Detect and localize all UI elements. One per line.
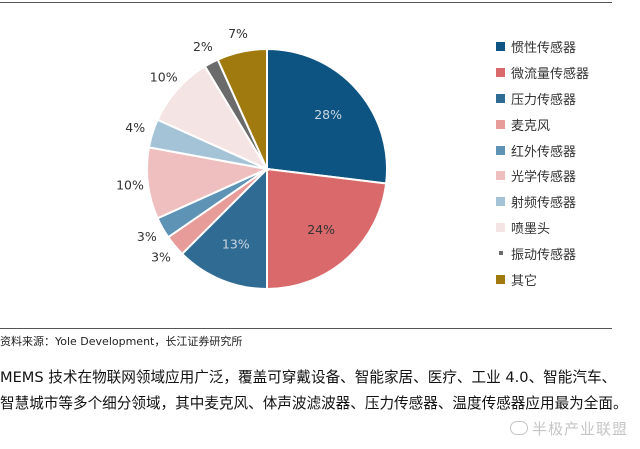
wechat-icon <box>509 421 528 435</box>
legend-label: 振动传感器 <box>511 247 577 263</box>
top-rule <box>0 2 612 3</box>
pie-label-5: 3% <box>137 229 157 244</box>
pie-label-10: 7% <box>228 26 248 41</box>
legend-item: 光学传感器 <box>496 163 589 189</box>
legend-swatch <box>496 171 505 181</box>
legend-item: 射频传感器 <box>496 189 589 215</box>
pie-chart: 28% 24% 13% 3% 3% 10% 4% 10% 2% 7% <box>116 26 388 291</box>
pie-slice-1 <box>266 47 388 185</box>
pie-label-4: 3% <box>151 249 171 264</box>
pie-slice-3 <box>180 166 268 291</box>
pie-slice-2 <box>266 167 388 291</box>
pie-label-2: 24% <box>307 222 335 237</box>
pie-label-7: 4% <box>125 120 145 135</box>
source-note: 资料来源：Yole Development，长江证券研究所 <box>0 335 243 348</box>
pie-label-6: 10% <box>116 178 144 193</box>
pie-label-9: 2% <box>193 39 213 54</box>
pie-slices <box>146 47 388 291</box>
pie-label-1: 28% <box>314 107 342 122</box>
legend-label: 光学传感器 <box>511 170 577 186</box>
pie-label-3: 13% <box>222 236 250 251</box>
legend-swatch <box>496 93 505 103</box>
watermark: 半极产业联盟 <box>509 418 628 439</box>
legend-item: 惯性传感器 <box>496 34 589 60</box>
pie-slice-10 <box>216 47 268 170</box>
legend-label: 麦克风 <box>511 118 551 134</box>
legend-swatch <box>496 42 505 52</box>
legend-item: 其它 <box>496 266 589 292</box>
pie-labels: 28% 24% 13% 3% 3% 10% 4% 10% 2% 7% <box>116 26 342 264</box>
pie-label-8: 10% <box>150 70 178 85</box>
legend-swatch <box>496 222 505 232</box>
body-paragraph: MEMS 技术在物联网领域应用广泛，覆盖可穿戴设备、智能家居、医疗、工业 4.0… <box>0 369 628 412</box>
legend-item: 微流量传感器 <box>496 60 589 86</box>
legend-swatch <box>496 197 505 207</box>
legend-label: 红外传感器 <box>511 144 577 160</box>
legend-label: 喷墨头 <box>511 221 551 237</box>
chart-legend: 惯性传感器微流量传感器 压力传感器麦克风红外传感器光学传感器射频传感器喷墨头振动传… <box>496 34 589 292</box>
legend-swatch <box>496 145 505 155</box>
legend-label: 微流量传感器 <box>511 67 590 83</box>
legend-swatch <box>496 119 505 129</box>
legend-item: 压力传感器 <box>496 86 589 112</box>
legend-item: 振动传感器 <box>496 240 589 266</box>
legend-swatch <box>499 251 503 256</box>
legend-label: 压力传感器 <box>511 92 577 108</box>
legend-swatch <box>496 274 505 284</box>
legend-label: 其它 <box>511 273 538 289</box>
legend-item: 喷墨头 <box>496 215 589 241</box>
legend-swatch <box>496 68 505 78</box>
watermark-text: 半极产业联盟 <box>531 420 628 438</box>
legend-item: 红外传感器 <box>496 137 589 163</box>
legend-label: 惯性传感器 <box>511 41 577 57</box>
source-rule <box>0 328 612 329</box>
legend-item: 麦克风 <box>496 111 589 137</box>
legend-label: 射频传感器 <box>511 196 577 212</box>
